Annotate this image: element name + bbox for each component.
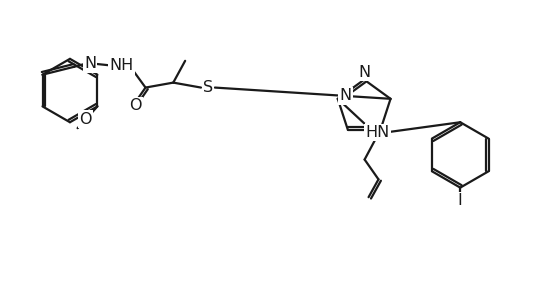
Text: N: N	[366, 124, 379, 139]
Text: O: O	[79, 112, 92, 127]
Text: NH: NH	[110, 58, 134, 73]
Text: S: S	[203, 80, 213, 95]
Text: HN: HN	[365, 125, 390, 140]
Text: I: I	[458, 193, 463, 208]
Text: N: N	[84, 56, 96, 71]
Text: O: O	[129, 98, 142, 113]
Text: N: N	[339, 88, 352, 103]
Text: N: N	[358, 65, 370, 80]
